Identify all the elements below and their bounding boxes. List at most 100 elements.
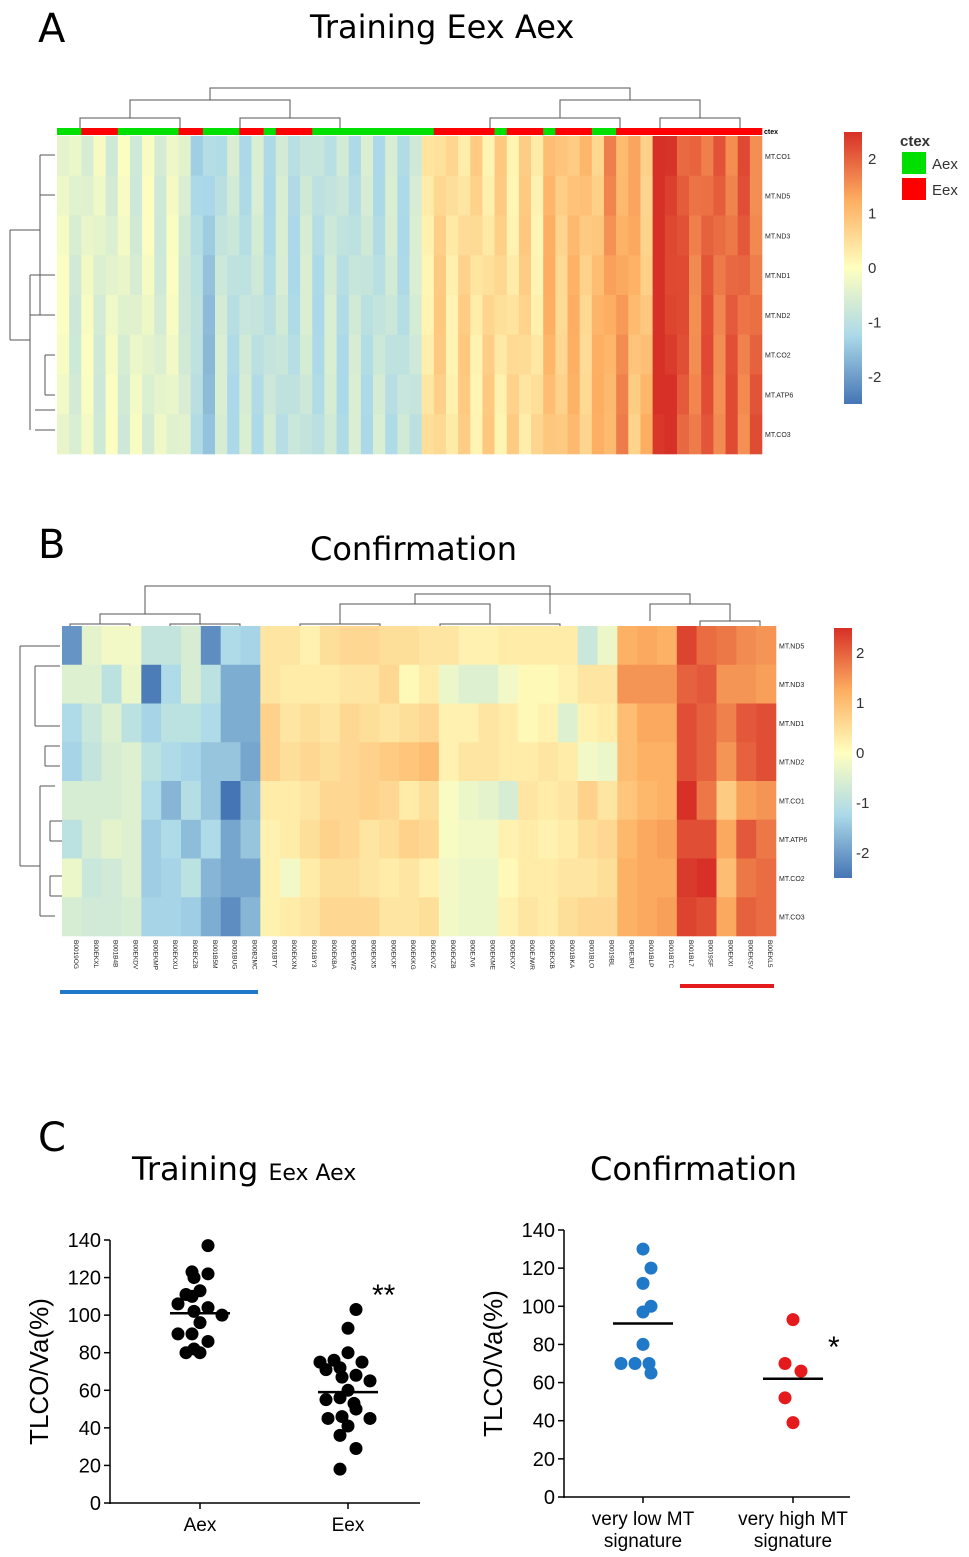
heatmap-cell (57, 414, 70, 455)
heatmap-cell (696, 626, 717, 666)
heatmap-cell (438, 858, 459, 898)
heatmap-cell (470, 414, 483, 455)
heatmap-cell (397, 255, 410, 296)
heatmap-cell (251, 175, 264, 216)
data-point (333, 1462, 347, 1476)
heatmap-cell (190, 414, 204, 455)
heatmap-cell (142, 136, 155, 177)
heatmap-cell (591, 334, 605, 375)
annotation-cell-aex (360, 128, 374, 135)
heatmap-cell (543, 334, 556, 375)
heatmap-cell (652, 215, 666, 256)
heatmap-cell (121, 703, 142, 743)
column-label: B00EJWR (528, 940, 535, 970)
heatmap-cell (438, 626, 459, 666)
heatmap-cell (117, 136, 131, 177)
heatmap-cell (531, 136, 544, 177)
data-point (321, 1411, 335, 1425)
heatmap-cell (227, 215, 240, 256)
row-label: MT.ND3 (765, 233, 790, 240)
data-point (319, 1393, 333, 1407)
heatmap-cell (240, 819, 261, 859)
annotation-cell-eex (105, 128, 119, 135)
heatmap-cell (518, 858, 539, 898)
heatmap-cell (419, 664, 440, 704)
annotation-cell-aex (129, 128, 143, 135)
column-label: B001BL7 (687, 940, 694, 967)
heatmap-cell (597, 664, 618, 704)
heatmap-cell (300, 175, 313, 216)
heatmap-cell (141, 703, 162, 743)
heatmap-cell (200, 781, 221, 821)
heatmap-cell (385, 215, 398, 256)
heatmap-cell (275, 255, 289, 296)
data-point (185, 1289, 199, 1303)
heatmap-cell (287, 175, 301, 216)
heatmap-cell (324, 255, 337, 296)
heatmap-cell (141, 858, 162, 898)
heatmap-cell (737, 414, 751, 455)
heatmap-cell (555, 414, 568, 455)
y-tick-label: 120 (68, 1268, 101, 1290)
column-label: B001BTY (270, 940, 277, 968)
heatmap-cell (577, 626, 598, 666)
heatmap-cell (494, 414, 508, 455)
heatmap-cell (689, 175, 702, 216)
heatmap-cell (506, 215, 520, 256)
heatmap-cell (458, 136, 471, 177)
heatmap-a-row-dendrogram (9, 154, 55, 431)
heatmap-cell (202, 136, 216, 177)
heatmap-cell (312, 414, 325, 455)
heatmap-cell (319, 897, 340, 937)
heatmap-cell (657, 664, 678, 704)
heatmap-cell (373, 295, 386, 336)
heatmap-cell (339, 819, 360, 859)
heatmap-cell (538, 858, 559, 898)
heatmap-cell (385, 255, 398, 296)
data-point (355, 1355, 369, 1369)
heatmap-cell (616, 374, 629, 415)
y-tick-label: 60 (533, 1373, 555, 1395)
data-point (636, 1337, 650, 1351)
heatmap-cell (300, 781, 321, 821)
heatmap-cell (190, 136, 204, 177)
heatmap-cell (359, 819, 380, 859)
heatmap-cell (312, 255, 325, 296)
heatmap-cell (397, 175, 410, 216)
annotation-cell-eex (81, 128, 94, 135)
row-label: MT.CO2 (765, 353, 791, 360)
heatmap-cell (445, 255, 459, 296)
heatmap-cell (154, 334, 167, 375)
heatmap-cell (616, 414, 629, 455)
heatmap-cell (616, 295, 629, 336)
heatmap-cell (69, 255, 82, 296)
heatmap-cell (154, 295, 167, 336)
heatmap-cell (555, 255, 568, 296)
heatmap-cell (399, 781, 420, 821)
heatmap-cell (597, 897, 618, 937)
heatmap-a: ctex MT.CO1MT.ND5MT.ND3MT.ND1MT.ND2MT.CO… (9, 87, 958, 455)
heatmap-cell (555, 215, 568, 256)
heatmap-cell (319, 703, 340, 743)
heatmap-cell (628, 414, 641, 455)
heatmap-cell (81, 215, 94, 256)
heatmap-cell (275, 374, 289, 415)
heatmap-cell (433, 255, 447, 296)
heatmap-cell (736, 742, 757, 782)
annotation-cell-aex (348, 128, 362, 135)
heatmap-cell (181, 781, 202, 821)
data-point (341, 1419, 355, 1433)
heatmap-cell (518, 626, 539, 666)
heatmap-cell (178, 295, 192, 336)
heatmap-cell (676, 664, 697, 704)
heatmap-cell (200, 742, 221, 782)
heatmap-cell (385, 175, 398, 216)
heatmap-cell (567, 374, 580, 415)
heatmap-cell (518, 136, 532, 177)
heatmap-cell (105, 295, 119, 336)
heatmap-cell (736, 626, 757, 666)
heatmap-cell (716, 664, 737, 704)
heatmap-cell (597, 781, 618, 821)
heatmap-cell (652, 334, 666, 375)
heatmap-cell (240, 897, 261, 937)
